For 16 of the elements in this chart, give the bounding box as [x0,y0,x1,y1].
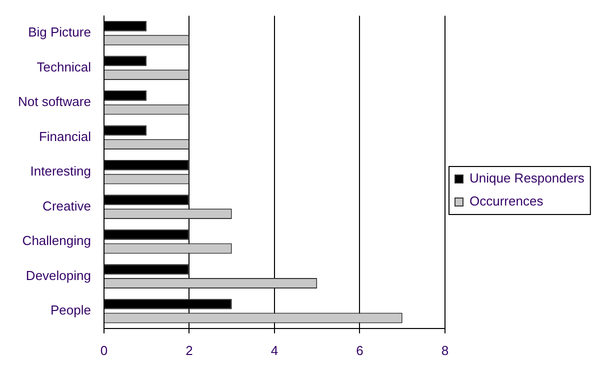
legend-label: Occurrences [470,194,544,209]
y-tick-label: Developing [26,268,91,283]
x-tick-label: 4 [270,342,278,358]
x-tick-label: 2 [186,342,193,358]
legend-label: Unique Responders [470,170,585,186]
y-tick-label: Creative [42,198,91,214]
y-tick-label: People [50,302,91,318]
y-tick-label: Challenging [22,233,91,248]
y-tick-label: Technical [36,59,92,74]
x-tick-label: 6 [356,342,364,358]
x-tick-label: 8 [441,342,449,358]
y-tick-label: Not software [18,94,91,110]
y-tick-label: Big Picture [28,24,91,40]
y-tick-label: Financial [38,128,92,144]
y-tick-label: Interesting [30,164,91,179]
x-tick-label: 0 [100,342,108,358]
